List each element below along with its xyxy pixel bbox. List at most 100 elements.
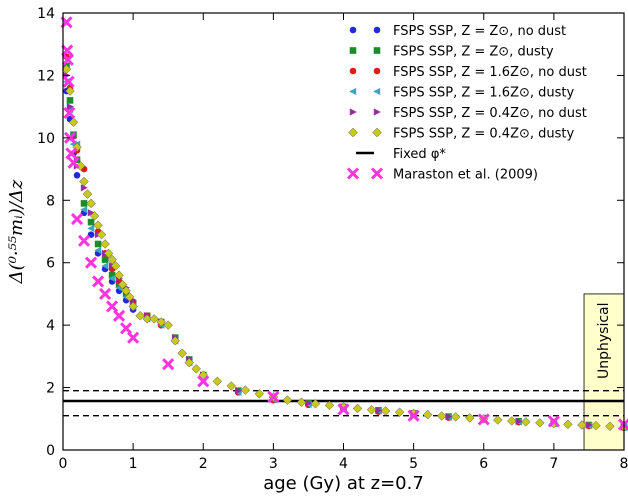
- data-point-7-15: [120, 322, 133, 335]
- legend-label-7: Maraston et al. (2009): [393, 168, 538, 183]
- legend-marker-0-a: [349, 26, 357, 34]
- data-point-5-53: [535, 418, 545, 428]
- data-point-7-7: [67, 156, 80, 169]
- y-tick-label: 6: [46, 256, 55, 272]
- data-point-5-52: [521, 417, 531, 427]
- data-point-5-13: [107, 254, 117, 265]
- data-point-0-3: [73, 172, 81, 179]
- legend-marker-2-a: [349, 67, 357, 75]
- x-tick-label: 3: [269, 456, 278, 472]
- data-point-5-25: [170, 335, 180, 346]
- data-point-7-22: [477, 413, 490, 426]
- legend-marker-7-b: [370, 167, 384, 180]
- legend-marker-3-b: [373, 87, 381, 96]
- data-point-3-8: [108, 274, 116, 282]
- data-point-5-5: [79, 176, 89, 187]
- data-point-4-21: [375, 406, 383, 414]
- data-point-5-6: [82, 189, 93, 199]
- data-point-1-8: [108, 271, 116, 279]
- data-point-5-47: [450, 412, 461, 422]
- data-point-5-1: [65, 86, 75, 96]
- x-tick-label: 2: [199, 456, 208, 472]
- legend-marker-5-b: [372, 127, 382, 138]
- x-tick-label: 4: [339, 456, 348, 472]
- data-point-5-7: [86, 198, 96, 209]
- y-axis-title: Δ(⁰·⁵⁵mᵢ)/Δz: [6, 179, 27, 284]
- data-point-5-19: [128, 301, 138, 312]
- data-point-5-2: [68, 117, 79, 128]
- data-point-5-4: [75, 161, 86, 171]
- data-point-1-7: [101, 256, 109, 263]
- data-point-5-50: [493, 415, 503, 425]
- data-point-5-36: [296, 397, 307, 407]
- data-point-7-3: [62, 75, 75, 88]
- data-point-3-7: [101, 262, 109, 270]
- legend-marker-1-b: [373, 47, 381, 54]
- data-point-5-15: [114, 270, 124, 280]
- data-point-5-16: [117, 279, 128, 290]
- data-point-7-19: [267, 390, 280, 403]
- data-point-1-6: [94, 240, 102, 248]
- y-tick-label: 2: [46, 381, 55, 397]
- data-point-5-32: [240, 385, 251, 395]
- data-point-5-35: [282, 395, 293, 405]
- x-tick-label: 7: [549, 456, 558, 472]
- data-point-4-23: [445, 413, 453, 421]
- data-point-5-31: [226, 381, 237, 391]
- unphysical-label: Unphysical: [596, 302, 612, 379]
- data-point-5-22: [149, 314, 159, 324]
- data-point-7-2: [61, 53, 74, 66]
- y-tick-label: 10: [37, 131, 55, 147]
- data-point-5-28: [191, 364, 201, 374]
- data-point-5-43: [394, 407, 405, 417]
- data-point-3-4: [80, 206, 88, 214]
- legend-marker-1-a: [349, 47, 357, 54]
- legend: FSPS SSP, Z = Z⊙, no dust FSPS SSP, Z = Z…: [346, 24, 587, 183]
- legend-label-4: FSPS SSP, Z = 0.4Z⊙, no dust: [393, 106, 587, 121]
- data-point-3-5: [87, 224, 95, 232]
- data-point-5-3: [72, 142, 82, 152]
- legend-marker-4-b: [373, 108, 381, 116]
- data-point-5-30: [212, 376, 223, 387]
- data-point-5-21: [142, 314, 152, 324]
- y-tick-label: 0: [46, 443, 55, 459]
- data-point-5-11: [100, 239, 110, 249]
- data-point-5-48: [464, 413, 475, 423]
- legend-marker-5-a: [348, 127, 358, 138]
- data-point-5-37: [310, 399, 321, 409]
- y-tick-label: 8: [46, 193, 55, 209]
- data-point-1-1: [66, 97, 74, 104]
- data-point-4-5: [87, 209, 95, 217]
- y-tick-label: 12: [37, 68, 55, 84]
- legend-marker-4-a: [349, 108, 357, 116]
- data-point-5-33: [254, 389, 265, 399]
- data-point-7-1: [61, 44, 74, 57]
- data-point-5-51: [507, 416, 517, 426]
- y-tick-label: 14: [37, 6, 55, 22]
- data-point-5-41: [366, 404, 377, 415]
- data-point-5-18: [124, 292, 135, 302]
- data-point-5-38: [324, 400, 335, 411]
- data-point-7-14: [113, 309, 126, 322]
- x-tick-label: 1: [129, 456, 138, 472]
- legend-marker-7-a: [346, 167, 360, 180]
- data-point-5-55: [563, 419, 573, 430]
- data-point-4-1: [66, 103, 74, 111]
- x-tick-label: 8: [620, 456, 628, 472]
- data-point-5-10: [96, 229, 107, 240]
- legend-marker-0-b: [373, 26, 381, 34]
- legend-marker-3-a: [349, 87, 357, 96]
- data-point-5-58: [605, 421, 615, 432]
- legend-marker-2-b: [373, 67, 381, 75]
- legend-label-5: FSPS SSP, Z = 0.4Z⊙, dusty: [393, 127, 574, 142]
- data-point-7-6: [65, 147, 78, 160]
- data-point-7-5: [63, 131, 77, 144]
- y-tick-label: 4: [46, 318, 55, 334]
- series-7: [60, 16, 628, 431]
- data-point-5-46: [436, 411, 447, 421]
- legend-label-1: FSPS SSP, Z = Z⊙, dusty: [393, 45, 554, 60]
- x-axis-title: age (Gy) at z=0.7: [263, 473, 424, 494]
- legend-label-6: Fixed φ*: [393, 147, 446, 162]
